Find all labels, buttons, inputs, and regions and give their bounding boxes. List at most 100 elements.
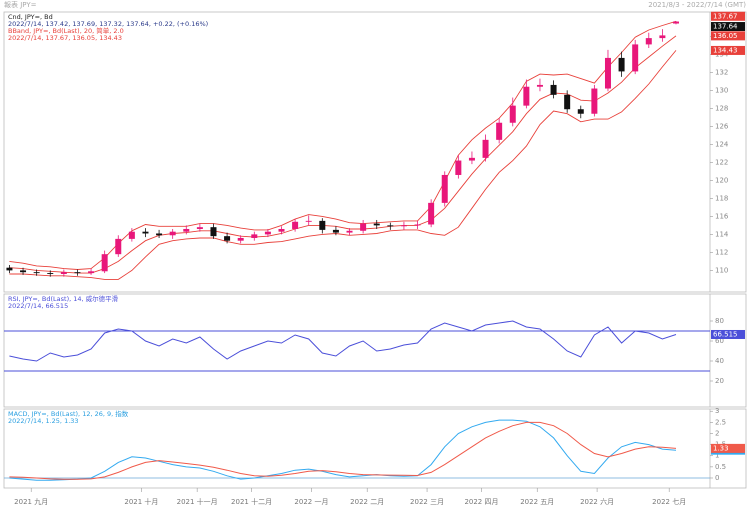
candle-body [550,84,557,95]
value-tag-bg [711,31,745,41]
candle-body [400,225,407,227]
legend-values: 2022/7/14, 1.25, 1.33 [8,417,79,425]
value-tag: 66.515 [713,330,738,338]
y-tick-label: 110 [715,266,728,274]
candle-body [496,122,503,140]
legend-title: MACD, JPY=, Bd(Last), 12, 26, 9, 指数 [8,409,129,418]
candle-body [564,94,571,110]
candle-body [33,272,40,274]
candle-body [237,237,244,241]
candle-body [441,174,448,203]
x-tick-label: 2022 一月 [294,498,328,506]
candle-body [128,231,135,239]
candle-body [523,86,530,106]
candle-body [74,272,81,274]
candle-body [115,238,122,255]
legend-values: 2022/7/14, 66.515 [8,302,68,310]
candle-body [142,231,149,234]
value-tag-bg [711,22,745,32]
candle-body [604,57,611,89]
candle-body [6,267,13,271]
y-tick-label: 124 [715,140,729,148]
candle-body [183,228,190,232]
y-tick-label: 116 [715,212,729,220]
candle-body [645,38,652,45]
bollinger-middle [9,35,677,274]
legend-title: BBand, JPY=, Bd(Last), 20, 简单, 2.0 [8,26,124,35]
candle-body [251,234,258,238]
candle-body [20,270,27,273]
panel-frame [3,408,747,489]
x-tick-label: 2021 十二月 [231,497,272,506]
y-tick-label: 60 [715,337,724,345]
x-tick-label: 2021 十一月 [177,497,218,506]
candle-body [88,271,95,274]
header-right: 2021/8/3 - 2022/7/14 (GMT) [648,1,746,9]
candle-body [156,233,163,236]
y-tick-label: 118 [715,194,728,202]
y-tick-label: 126 [715,122,729,130]
y-tick-label: 112 [715,248,728,256]
y-tick-label: 2.5 [715,418,726,426]
candle-body [455,160,462,175]
y-tick-label: 122 [715,158,728,166]
y-tick-label: 130 [715,86,728,94]
y-tick-label: 40 [715,357,724,365]
legend-title: RSI, JPY=, Bd(Last), 14, 威尔德平滑 [8,294,119,303]
legend-values: 2022/7/14, 137.67, 136.05, 134.43 [8,34,122,42]
candle-body [672,21,679,24]
candle-body [305,220,312,222]
candle-body [292,221,299,229]
value-tag: 134.43 [713,46,738,54]
x-tick-label: 2022 五月 [520,498,554,506]
header-left: 報表 JPY= [4,0,37,9]
candle-body [428,202,435,225]
candle-body [210,227,217,237]
candle-body [414,224,421,226]
value-tag: 136.05 [713,32,738,40]
value-tag-bg [711,45,745,55]
legend-values: 2022/7/14, 137.42, 137.69, 137.32, 137.6… [8,20,208,28]
candle-body [482,139,489,158]
x-tick-label: 2021 十月 [124,497,158,506]
y-tick-label: 120 [715,176,728,184]
candle-body [101,254,108,272]
y-tick-label: 20 [715,377,724,385]
candle-body [632,44,639,72]
x-tick-label: 2022 四月 [464,498,498,506]
legend-title: Cnd, JPY=, Bd [8,13,53,21]
value-tag: 137.64 [713,23,738,31]
x-tick-label: 2022 三月 [410,498,444,506]
candle-body [618,57,625,72]
y-tick-label: 114 [715,230,729,238]
y-tick-label: 1 [715,452,719,460]
value-tag-bg [711,443,745,453]
panel-frame [3,11,747,293]
candle-body [659,35,666,39]
candle-body [577,109,584,114]
x-tick-label: 2022 二月 [350,498,384,506]
indicator-line [9,421,677,480]
candle-body [319,220,326,230]
value-tag: 137.67 [713,12,738,20]
candle-body [509,105,516,123]
candle-body [332,229,339,233]
candle-body [60,272,67,274]
bollinger-lower [9,50,677,280]
candle-body [536,84,543,87]
panel-frame [3,293,747,408]
y-tick-label: 3 [715,407,719,415]
y-tick-label: 2 [715,429,719,437]
candle-body [264,231,271,235]
x-tick-label: 2022 六月 [580,497,614,506]
indicator-line [9,419,677,481]
candle-body [278,228,285,232]
indicator-line [9,320,677,362]
y-tick-label: 80 [715,317,724,325]
candle-body [196,227,203,229]
value-tag-bg [711,11,745,21]
y-tick-label: 132 [715,68,728,76]
x-tick-label: 2022 七月 [652,497,686,506]
